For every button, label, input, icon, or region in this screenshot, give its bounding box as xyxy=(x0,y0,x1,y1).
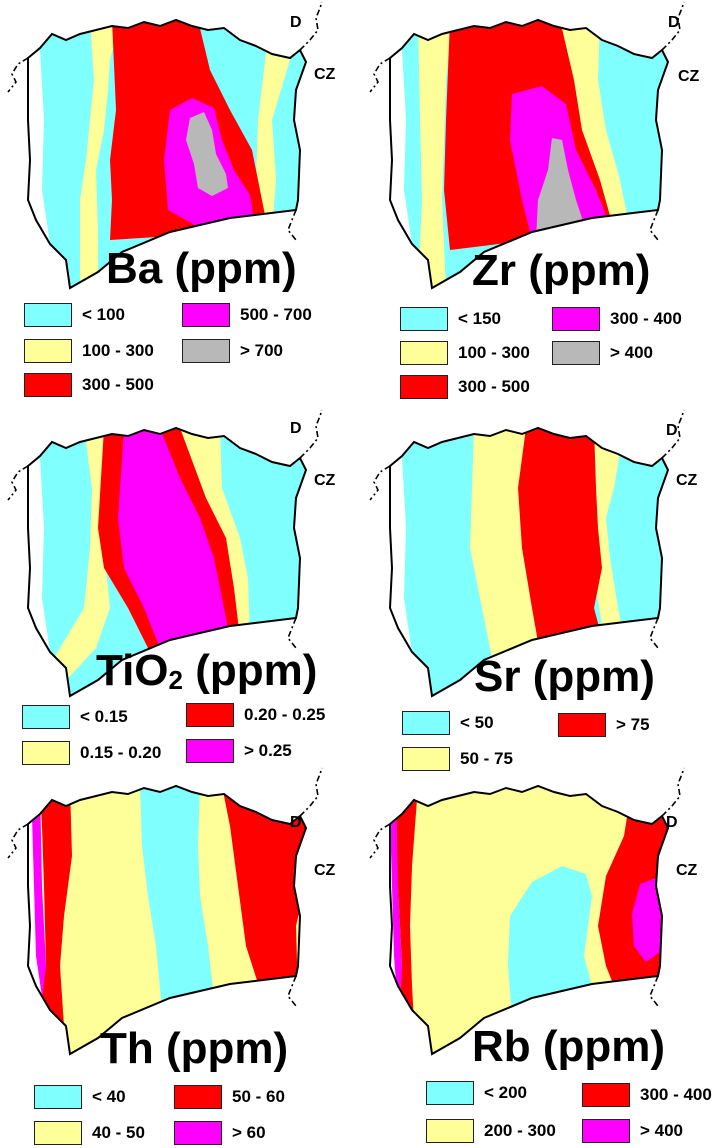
rb-zone-above-400-east xyxy=(632,878,664,962)
zr-map xyxy=(369,1,685,290)
zr-zone-100-300-east xyxy=(558,20,630,230)
tio2-zone-above-025 xyxy=(118,428,230,648)
legend-item: < 100 xyxy=(24,302,125,328)
border-label-cz: CZ xyxy=(676,472,698,489)
ba-zone-100-300-east xyxy=(250,20,300,230)
map-panel-rb: D CZ Rb (ppm) < 200 300 - 400 200 - 300 … xyxy=(362,766,724,1148)
legend-item: < 0.15 xyxy=(22,704,128,730)
ba-zone-100-300 xyxy=(80,20,120,288)
legend-swatch xyxy=(402,711,450,735)
zr-zone-above-400 xyxy=(536,138,586,240)
th-zone-50-60-east xyxy=(222,786,306,996)
border-label-d: D xyxy=(290,814,302,831)
map-title: TiO2 (ppm) xyxy=(96,646,318,695)
th-zone-50-60 xyxy=(36,786,72,1054)
tio2-zone-015-020 xyxy=(30,428,116,696)
legend-swatch xyxy=(558,713,606,737)
legend-item: > 700 xyxy=(182,338,283,364)
map-panel-ba: D CZ Ba (ppm) < 100 500 - 700 100 - 300 … xyxy=(0,0,362,397)
legend-item: 0.20 - 0.25 xyxy=(186,702,325,728)
border-label-d: D xyxy=(668,14,680,31)
map-title: Zr (ppm) xyxy=(472,246,651,295)
border-label-d: D xyxy=(290,420,302,437)
border-label-d: D xyxy=(290,14,302,31)
map-panel-zr: D CZ Zr (ppm) < 150 300 - 400 100 - 300 … xyxy=(362,0,724,399)
ba-zone-above-700 xyxy=(186,112,228,196)
sr-zone-above-75 xyxy=(518,428,602,642)
legend-item: > 0.25 xyxy=(186,738,292,764)
legend-item: 300 - 400 xyxy=(582,1082,712,1108)
legend-item: > 400 xyxy=(582,1118,683,1144)
legend-item: > 60 xyxy=(174,1120,266,1146)
legend-item: 50 - 60 xyxy=(174,1084,285,1110)
sr-map xyxy=(369,409,685,698)
legend-swatch xyxy=(24,303,72,327)
map-panel-tio2: D CZ TiO2 (ppm) < 0.15 0.20 - 0.25 0.15 … xyxy=(0,408,362,790)
legend-swatch xyxy=(174,1121,222,1145)
rb-map xyxy=(369,767,685,1056)
legend-item: 100 - 300 xyxy=(400,340,530,366)
sr-zone-50-75 xyxy=(470,428,538,658)
legend-item: < 50 xyxy=(402,710,494,736)
legend-swatch xyxy=(186,703,234,727)
legend-swatch xyxy=(34,1121,82,1145)
legend-swatch xyxy=(34,1085,82,1109)
map-panel-th: D CZ Th (ppm) < 40 50 - 60 40 - 50 > 60 xyxy=(0,766,362,1148)
tio2-map xyxy=(7,409,323,698)
legend-item: 300 - 500 xyxy=(400,374,530,400)
legend-item: 0.15 - 0.20 xyxy=(22,740,161,766)
border-label-cz: CZ xyxy=(676,862,698,879)
legend-swatch xyxy=(402,747,450,771)
ba-map xyxy=(7,1,323,290)
legend-item: 200 - 300 xyxy=(426,1118,556,1144)
map-title: Sr (ppm) xyxy=(474,652,655,701)
legend-item: 300 - 500 xyxy=(24,372,154,398)
legend-swatch xyxy=(182,303,230,327)
legend-swatch xyxy=(182,339,230,363)
legend-swatch xyxy=(24,373,72,397)
sr-zone-50-75-east xyxy=(592,428,624,638)
legend-item: 40 - 50 xyxy=(34,1120,145,1146)
legend-item: < 150 xyxy=(400,306,501,332)
legend-swatch xyxy=(400,307,448,331)
map-title: Ba (ppm) xyxy=(106,244,297,293)
legend-swatch xyxy=(400,375,448,399)
legend-item: 300 - 400 xyxy=(552,306,682,332)
th-map xyxy=(7,767,323,1056)
legend-item: 50 - 75 xyxy=(402,746,513,772)
border-label-cz: CZ xyxy=(678,68,700,85)
legend-swatch xyxy=(22,741,70,765)
legend-item: > 75 xyxy=(558,712,650,738)
zr-zone-100-300 xyxy=(418,20,452,288)
legend-swatch xyxy=(174,1085,222,1109)
legend-item: < 200 xyxy=(426,1080,527,1106)
border-label-cz: CZ xyxy=(314,472,336,489)
legend-swatch xyxy=(400,341,448,365)
rb-zone-below-200 xyxy=(508,866,598,1016)
legend-item: < 40 xyxy=(34,1084,126,1110)
legend-swatch xyxy=(582,1119,630,1143)
legend-swatch xyxy=(426,1119,474,1143)
legend-item: 100 - 300 xyxy=(24,338,154,364)
legend-swatch xyxy=(552,307,600,331)
legend-item: > 400 xyxy=(552,340,653,366)
legend-swatch xyxy=(552,341,600,365)
th-zone-below-40 xyxy=(140,786,214,1010)
map-panel-sr: D CZ Sr (ppm) < 50 > 75 50 - 75 xyxy=(362,408,724,790)
legend-swatch xyxy=(426,1081,474,1105)
legend-item: 500 - 700 xyxy=(182,302,312,328)
map-title: Rb (ppm) xyxy=(472,1022,666,1071)
border-label-d: D xyxy=(666,814,678,831)
rb-zone-300-400 xyxy=(396,786,418,1054)
legend-swatch xyxy=(582,1083,630,1107)
legend-swatch xyxy=(186,739,234,763)
map-title: Th (ppm) xyxy=(100,1024,289,1073)
border-label-cz: CZ xyxy=(314,66,336,83)
border-label-cz: CZ xyxy=(314,862,336,879)
legend-swatch xyxy=(22,705,70,729)
legend-swatch xyxy=(24,339,72,363)
border-label-d: D xyxy=(666,422,678,439)
